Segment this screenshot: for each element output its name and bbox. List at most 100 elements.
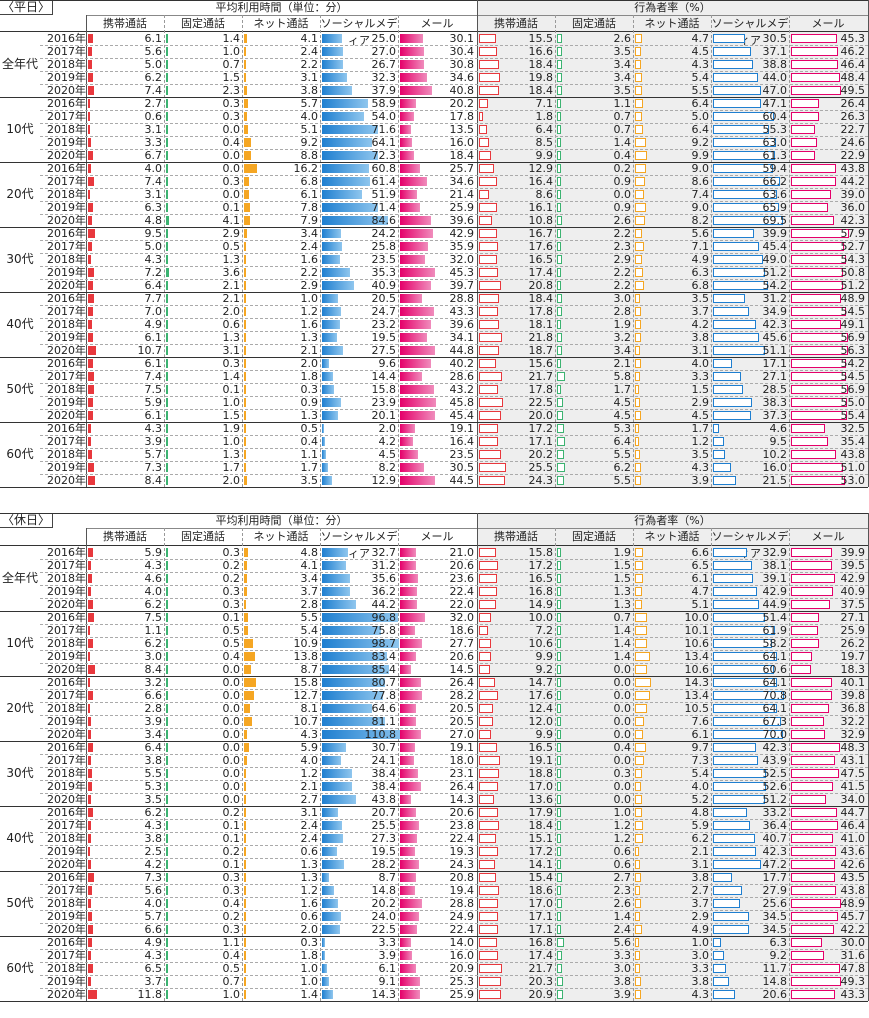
bar-time-fixed <box>166 60 168 69</box>
bar-rate-sns <box>713 411 752 420</box>
bar-rate-mobile <box>479 372 503 381</box>
bar-time-net <box>244 925 246 934</box>
year-label: 2020年 <box>47 214 86 227</box>
age-label: 60代 <box>6 447 34 461</box>
row-divider <box>40 58 868 59</box>
bar-time-sns <box>322 255 341 264</box>
bar-time-mobile <box>88 912 93 921</box>
value-time-mobile: 4.0 <box>144 897 163 910</box>
age-group-border <box>0 162 868 163</box>
bar-rate-fixed <box>557 463 566 472</box>
row-divider <box>40 84 868 85</box>
value-time-fixed: 0.3 <box>222 546 241 559</box>
bar-rate-mail <box>791 665 811 674</box>
bar-rate-net <box>635 476 641 485</box>
age-label: 40代 <box>6 831 34 845</box>
bar-rate-fixed <box>557 86 563 95</box>
value-time-fixed: 0.3 <box>222 884 241 897</box>
bar-time-sns <box>322 463 329 472</box>
bar-time-mail <box>400 125 411 134</box>
bar-rate-sns <box>713 561 753 570</box>
bar-rate-sns <box>713 60 753 69</box>
value-rate-mail: 34.0 <box>840 793 866 806</box>
value-time-mail: 24.3 <box>449 858 475 871</box>
value-rate-mobile: 9.9 <box>535 650 554 663</box>
value-time-mobile: 5.7 <box>144 448 163 461</box>
bar-rate-mobile <box>479 795 495 804</box>
bar-rate-sns <box>713 47 752 56</box>
value-time-fixed: 1.5 <box>222 409 241 422</box>
year-label: 2020年 <box>47 988 86 1001</box>
value-time-mail: 20.6 <box>449 650 475 663</box>
bar-time-mail <box>400 990 421 999</box>
bar-rate-fixed <box>557 756 561 765</box>
value-rate-mobile: 20.0 <box>528 409 554 422</box>
bar-rate-fixed <box>557 177 561 186</box>
value-rate-net: 6.5 <box>691 559 710 572</box>
value-rate-net: 2.1 <box>691 845 710 858</box>
value-rate-mail: 27.1 <box>840 611 866 624</box>
value-rate-fixed: 1.4 <box>613 910 632 923</box>
value-rate-net: 3.0 <box>691 949 710 962</box>
value-time-mobile: 3.1 <box>144 123 163 136</box>
year-label: 2020年 <box>47 474 86 487</box>
bar-time-sns <box>322 795 357 804</box>
bar-rate-mobile <box>479 704 494 713</box>
bar-rate-mobile <box>479 717 493 726</box>
bar-rate-fixed <box>557 359 562 368</box>
bar-time-net <box>244 626 249 635</box>
bar-rate-mobile <box>479 112 483 121</box>
bar-rate-fixed <box>557 125 561 134</box>
value-time-fixed: 0.0 <box>222 663 241 676</box>
bar-time-net <box>244 873 246 882</box>
value-time-mail: 20.5 <box>449 715 475 728</box>
bar-rate-mail <box>791 320 841 329</box>
value-rate-mail: 41.5 <box>840 780 866 793</box>
value-rate-net: 4.3 <box>691 461 710 474</box>
bar-rate-net <box>635 294 641 303</box>
value-rate-fixed: 3.5 <box>613 45 632 58</box>
column-header-sns: ソーシャルメディア <box>320 17 398 47</box>
bar-rate-mail <box>791 216 835 225</box>
bar-time-mail <box>400 678 421 687</box>
bar-time-net <box>244 665 251 674</box>
row-divider <box>40 474 868 475</box>
value-time-mobile: 6.4 <box>144 279 163 292</box>
value-time-net: 2.7 <box>300 793 319 806</box>
value-time-net: 9.2 <box>300 136 319 149</box>
bar-time-fixed <box>166 860 168 869</box>
year-label: 2018年 <box>47 383 86 396</box>
bar-time-net <box>244 652 255 661</box>
value-rate-net: 4.5 <box>691 409 710 422</box>
value-rate-sns: 31.2 <box>762 292 788 305</box>
value-rate-mobile: 18.4 <box>528 292 554 305</box>
age-group-border <box>0 292 868 293</box>
bar-time-fixed <box>166 372 168 381</box>
column-header-mobile: 携帯通話 <box>494 17 538 30</box>
bar-time-mobile <box>88 60 92 69</box>
value-rate-fixed: 5.6 <box>613 936 632 949</box>
value-rate-sns: 65.9 <box>762 201 788 214</box>
value-time-net: 2.9 <box>300 279 319 292</box>
value-time-fixed: 0.0 <box>222 702 241 715</box>
value-time-fixed: 3.1 <box>222 344 241 357</box>
bar-rate-mobile <box>479 912 498 921</box>
value-time-mail: 30.1 <box>449 32 475 45</box>
value-time-sns: 9.6 <box>378 357 397 370</box>
bar-rate-sns <box>713 86 761 95</box>
bar-rate-mobile <box>479 203 497 212</box>
value-rate-mail: 19.7 <box>840 650 866 663</box>
bar-time-fixed <box>166 268 169 277</box>
bar-rate-mail <box>791 268 843 277</box>
year-label: 2019年 <box>47 975 86 988</box>
bar-rate-sns <box>713 216 783 225</box>
value-time-net: 2.4 <box>300 45 319 58</box>
value-rate-fixed: 1.4 <box>613 650 632 663</box>
value-time-mail: 19.1 <box>449 422 475 435</box>
value-rate-net: 6.4 <box>691 123 710 136</box>
column-divider <box>711 528 712 1001</box>
value-time-mobile: 6.1 <box>144 32 163 45</box>
value-rate-net: 4.7 <box>691 585 710 598</box>
value-rate-fixed: 1.7 <box>613 383 632 396</box>
value-time-fixed: 1.4 <box>222 370 241 383</box>
